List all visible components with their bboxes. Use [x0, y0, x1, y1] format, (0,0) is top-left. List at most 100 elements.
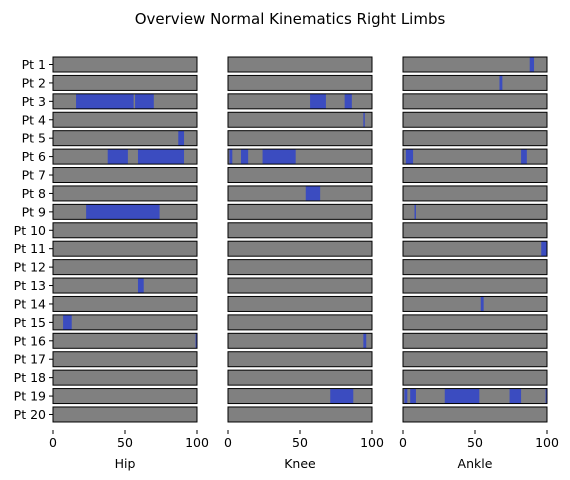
background-bar	[228, 314, 372, 330]
x-tick-label: 50	[292, 435, 308, 450]
bar-border	[402, 259, 548, 276]
patient-label: Pt 19	[14, 389, 46, 404]
normal-segment	[137, 278, 144, 294]
bar-border	[52, 130, 198, 147]
bar-border	[402, 111, 548, 128]
bar-border	[227, 222, 373, 239]
background-bar	[403, 278, 547, 294]
x-tick-label: 50	[467, 435, 483, 450]
background-bar	[228, 75, 372, 91]
normal-segment	[330, 388, 354, 404]
bar-border	[227, 240, 373, 257]
background-bar	[53, 185, 197, 201]
bar-border	[402, 222, 548, 239]
normal-segment	[480, 296, 484, 312]
bar-border	[52, 406, 198, 423]
normal-segment	[305, 185, 321, 201]
background-bar	[403, 57, 547, 72]
patient-label: Pt 10	[14, 223, 46, 238]
patient-label: Pt 14	[14, 296, 46, 311]
bar-border	[52, 74, 198, 91]
normal-segment	[178, 130, 185, 146]
normal-segment	[240, 149, 249, 165]
x-axis-label: Ankle	[458, 456, 493, 471]
background-bar	[228, 167, 372, 183]
background-bar	[228, 351, 372, 367]
bar-border	[402, 406, 548, 423]
normal-segment	[63, 314, 72, 330]
bar-border	[227, 185, 373, 202]
background-bar	[53, 259, 197, 275]
bar-border	[227, 406, 373, 423]
bar-border	[52, 167, 198, 184]
patient-label: Pt 9	[22, 204, 46, 219]
background-bar	[53, 112, 197, 128]
normal-segment	[262, 149, 296, 165]
background-bar	[53, 333, 197, 349]
panel-hip: 0 50 100 Hip	[49, 56, 209, 471]
patient-label: Pt 1	[22, 57, 46, 72]
background-bar	[228, 130, 372, 146]
bar-border	[402, 185, 548, 202]
bar-border	[227, 148, 373, 165]
normal-segment	[76, 93, 134, 109]
bar-border	[227, 388, 373, 405]
normal-segment	[509, 388, 522, 404]
normal-segment	[545, 388, 547, 404]
bar-border	[227, 93, 373, 110]
background-bar	[53, 241, 197, 257]
normal-segment	[499, 75, 503, 91]
bar-border	[52, 148, 198, 165]
background-bar	[53, 314, 197, 330]
bar-border	[52, 93, 198, 110]
patient-label: Pt 13	[14, 278, 46, 293]
bar-border	[402, 148, 548, 165]
background-bar	[403, 112, 547, 128]
x-tick-label: 0	[399, 435, 407, 450]
background-bar	[403, 314, 547, 330]
bar-border	[402, 277, 548, 294]
bar-border	[402, 388, 548, 405]
background-bar	[403, 130, 547, 146]
panel-ankle: 0 50 100 Ankle	[399, 56, 559, 471]
background-bar	[53, 222, 197, 238]
patient-label: Pt 20	[14, 407, 46, 422]
background-bar	[53, 167, 197, 183]
bar-border	[52, 332, 198, 349]
background-bar	[403, 204, 547, 220]
patient-label: Pt 11	[14, 241, 46, 256]
x-tick-label: 100	[535, 435, 559, 450]
patient-label: Pt 6	[22, 149, 46, 164]
x-tick-label: 50	[117, 435, 133, 450]
patient-label: Pt 8	[22, 186, 46, 201]
background-bar	[228, 57, 372, 72]
patient-label: Pt 3	[22, 94, 46, 109]
background-bar	[228, 406, 372, 422]
background-bar	[228, 241, 372, 257]
x-tick-label: 0	[49, 435, 57, 450]
background-bar	[53, 57, 197, 72]
x-axis-label: Hip	[115, 456, 136, 471]
background-bar	[228, 222, 372, 238]
normal-segment	[363, 112, 365, 128]
background-bar	[403, 351, 547, 367]
background-bar	[403, 259, 547, 275]
bar-border	[402, 56, 548, 73]
bar-border	[402, 74, 548, 91]
normal-segment	[529, 57, 535, 72]
normal-segment	[195, 333, 197, 349]
normal-segment	[107, 149, 128, 165]
bar-border	[52, 388, 198, 405]
bar-border	[227, 332, 373, 349]
background-bar	[403, 149, 547, 165]
bar-border	[402, 167, 548, 184]
bar-border	[52, 277, 198, 294]
bar-border	[227, 277, 373, 294]
normal-segment	[86, 204, 160, 220]
bar-border	[402, 351, 548, 368]
bar-border	[227, 203, 373, 220]
patient-labels: Pt 1 Pt 2 Pt 3 Pt 4 Pt 5 Pt 6 Pt 7 Pt 8 Pt 9 Pt 1…	[14, 57, 53, 422]
bar-border	[52, 111, 198, 128]
background-bar	[403, 93, 547, 109]
